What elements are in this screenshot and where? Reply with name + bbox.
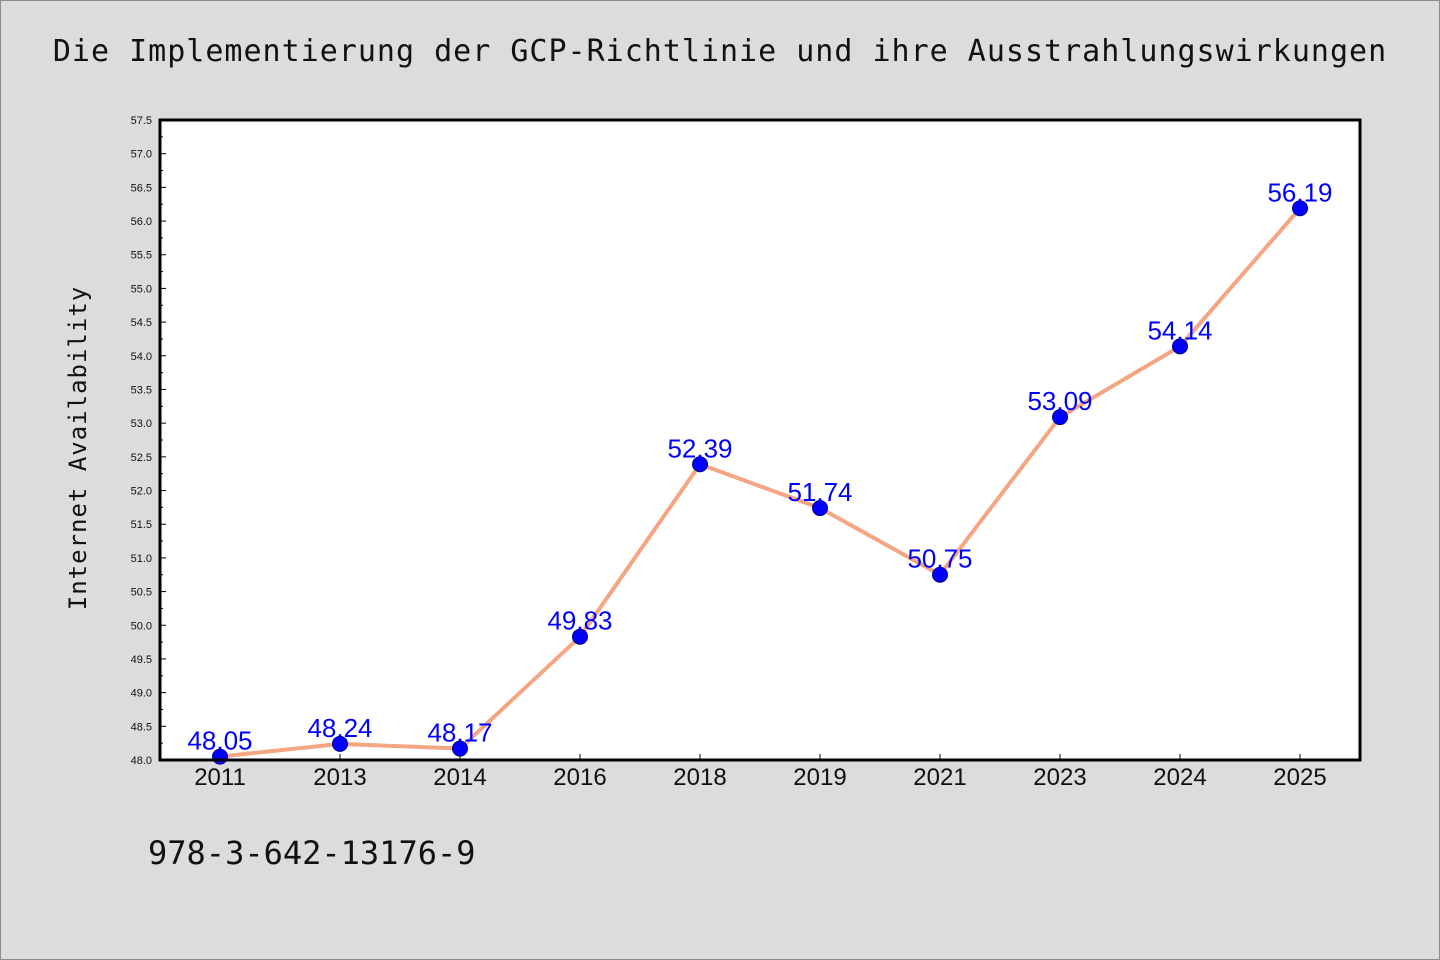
y-tick-label: 49.0 <box>131 688 152 700</box>
data-point <box>1172 338 1188 355</box>
data-label: 48.05 <box>187 726 252 756</box>
data-point <box>932 566 948 583</box>
y-tick-label: 57.5 <box>131 115 152 127</box>
data-label: 52.39 <box>667 433 732 463</box>
y-tick-label: 56.0 <box>131 216 152 228</box>
y-tick-label: 52.5 <box>131 452 152 464</box>
y-tick-label: 50.0 <box>131 620 152 632</box>
y-tick-label: 53.0 <box>131 418 152 430</box>
data-point <box>332 735 348 752</box>
data-point <box>572 628 588 645</box>
plot-area <box>160 120 1360 760</box>
y-tick-label: 54.0 <box>131 351 152 363</box>
x-tick-label: 2019 <box>793 764 846 791</box>
data-label: 50.75 <box>907 544 972 574</box>
y-tick-label: 50.5 <box>131 587 152 599</box>
x-tick-label: 2021 <box>913 764 966 791</box>
x-tick-label: 2024 <box>1153 764 1206 791</box>
data-labels: 48.05 48.24 48.17 49.83 52.39 51.74 50.75 53.09… <box>187 177 1332 755</box>
y-tick-label: 53.5 <box>131 384 152 396</box>
data-point <box>692 456 708 473</box>
chart-title: Die Implementierung der GCP-Richtlinie u… <box>52 34 1388 69</box>
y-tick-label: 51.5 <box>131 519 152 531</box>
x-tick-label: 2018 <box>673 764 726 791</box>
series-line <box>218 206 1302 759</box>
x-tick-label: 2016 <box>553 764 606 791</box>
series-layer <box>212 200 1308 765</box>
data-label: 54.14 <box>1147 315 1212 345</box>
x-axis: 2011 2013 2014 2016 2018 2019 2021 2023 2024 2025 <box>194 754 1327 791</box>
data-point <box>812 500 828 517</box>
y-tick-label: 52.0 <box>131 486 152 498</box>
y-tick-label: 55.0 <box>131 283 152 295</box>
y-tick-label: 49.5 <box>131 654 152 666</box>
data-label: 53.09 <box>1027 386 1092 416</box>
data-label: 48.17 <box>427 718 492 748</box>
x-tick-label: 2011 <box>194 764 246 791</box>
y-tick-label: 56.5 <box>131 182 152 194</box>
plot-border <box>158 118 1362 762</box>
data-point <box>452 740 468 757</box>
x-tick-label: 2014 <box>433 764 486 791</box>
data-label: 51.74 <box>787 477 852 507</box>
isbn-label: 978-3-642-13176-9 <box>148 834 476 872</box>
data-point <box>1292 200 1308 217</box>
y-axis: 48.0 48.5 49.0 49.5 50.0 50.5 51.0 51.5 52.0 52.5… <box>131 115 166 767</box>
y-tick-label: 54.5 <box>131 317 152 329</box>
x-tick-label: 2013 <box>313 764 366 791</box>
x-tick-label: 2023 <box>1033 764 1086 791</box>
y-axis-label: Internet Availability <box>64 286 92 610</box>
data-point <box>1052 409 1068 426</box>
y-tick-label: 57.0 <box>131 149 152 161</box>
data-label: 49.83 <box>547 606 612 636</box>
y-tick-label: 51.0 <box>131 553 152 565</box>
data-label: 56.19 <box>1267 177 1332 207</box>
x-tick-label: 2025 <box>1273 764 1326 791</box>
y-tick-label: 55.5 <box>131 250 152 262</box>
y-tick-label: 48.5 <box>131 721 152 733</box>
y-tick-label: 48.0 <box>131 755 152 767</box>
data-label: 48.24 <box>307 713 372 743</box>
